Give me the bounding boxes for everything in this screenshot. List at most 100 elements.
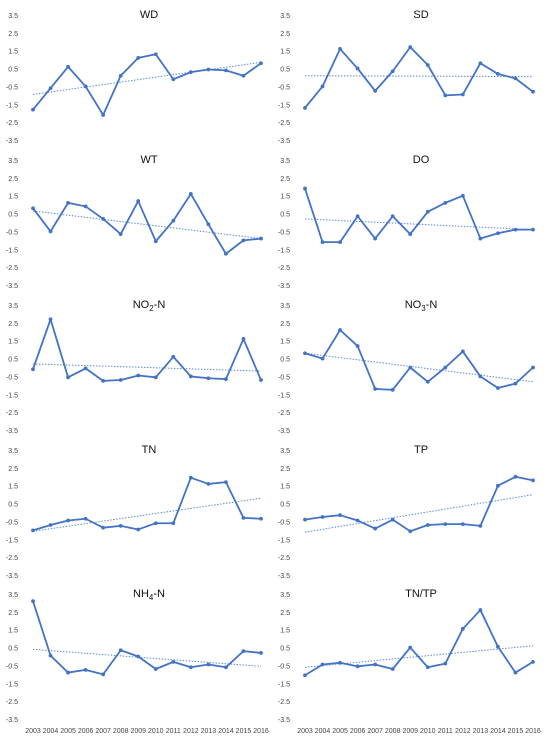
data-point [496,72,500,76]
y-tick-label: -1.5 [278,247,290,254]
trend-line [32,210,262,240]
y-tick-label: -3.5 [6,428,18,435]
y-tick-label: -2.5 [6,410,18,417]
data-point [48,86,53,91]
y-tick-label: 1.5 [8,49,18,56]
data-point [303,105,307,110]
y-tick-label: 1.5 [280,339,290,346]
data-point [136,55,141,60]
data-point [478,236,483,241]
y-tick-label: 3.5 [280,13,290,20]
data-point [425,665,430,670]
data-point [259,378,263,382]
data-point [408,45,413,50]
y-tick-label: -0.5 [278,374,290,381]
chart-panel: 3.5 2.5 1.5 0.5 -0.5 -1.5 -2.5 -3.5 NO3-N [278,299,535,435]
data-point [118,378,123,382]
x-tick-label: 2006 [350,728,366,735]
series-line [32,318,262,382]
data-point [460,626,465,631]
data-point [66,375,70,380]
y-tick-label: 2.5 [8,321,18,328]
x-tick-label: 2016 [525,728,541,735]
data-point [241,515,246,520]
data-point [224,68,228,73]
data-point [83,667,88,672]
y-tick-label: 1.5 [280,194,290,201]
chart-title: NO2-N [133,299,166,313]
data-point [48,523,53,527]
data-point [188,374,193,379]
y-tick-label: -0.5 [6,84,18,91]
data-point [460,522,465,527]
trend-line [32,648,262,667]
y-tick-label: -2.5 [278,699,290,706]
y-tick-label: 2.5 [280,176,290,183]
y-tick-label: -1.5 [6,537,18,544]
data-point [118,523,123,528]
y-tick-label: 0.5 [280,502,290,509]
data-point [153,375,158,380]
y-tick-label: -3.5 [278,283,290,290]
chart-title: NH4-N [133,588,165,602]
data-point [390,69,395,74]
data-point [443,365,448,370]
data-point [241,238,246,243]
data-point [338,240,342,245]
data-point [101,525,106,530]
y-tick-label: -2.5 [6,265,18,272]
x-tick-label: 2011 [438,728,453,735]
data-point [303,517,307,522]
data-point [478,61,483,66]
data-point [66,518,70,523]
data-point [171,521,176,526]
y-tick-label: -0.5 [278,663,290,670]
data-point [188,665,193,670]
data-point [408,232,413,237]
y-tick-label: 1.5 [8,194,18,201]
data-point [188,192,193,196]
y-tick-label: 0.5 [280,646,290,653]
y-tick-label: -3.5 [278,573,290,580]
data-point [513,381,518,386]
data-point [101,217,106,221]
series-line [304,475,534,533]
data-point [478,374,483,379]
y-tick-label: 0.5 [8,502,18,509]
y-tick-label: 0.5 [8,357,18,364]
chart-panel: 3.5 2.5 1.5 0.5 -0.5 -1.5 -2.5 -3.5 WD [6,9,263,145]
y-tick-label: -3.5 [6,283,18,290]
data-point [101,672,106,677]
y-tick-label: 0.5 [8,212,18,219]
data-point [101,113,106,117]
data-point [83,84,88,89]
data-point [31,367,35,372]
data-point [171,77,176,82]
data-point [171,354,176,359]
chart-panel: 3.5 2.5 1.5 0.5 -0.5 -1.5 -2.5 -3.5 TN [6,444,263,580]
data-point [118,232,123,237]
data-point [153,521,158,526]
data-point [153,239,158,244]
data-point [338,660,342,665]
data-point [153,52,158,57]
x-tick-label: 2006 [78,728,94,735]
series-line [32,600,262,676]
data-point [355,214,360,219]
data-point [83,516,88,521]
x-tick-label: 2013 [201,728,217,735]
data-point [531,227,535,232]
x-tick-label: 2007 [367,728,383,735]
y-tick-label: -2.5 [6,120,18,127]
x-tick-label: 2013 [473,728,489,735]
chart-title: TP [414,444,428,456]
trend-line [32,363,262,372]
x-tick-label: 2003 [297,728,313,735]
data-point [496,483,500,488]
chart-title: NO3-N [405,299,438,313]
y-tick-label: 2.5 [280,321,290,328]
data-point [83,204,88,209]
data-point [408,645,413,650]
data-point [188,475,193,480]
